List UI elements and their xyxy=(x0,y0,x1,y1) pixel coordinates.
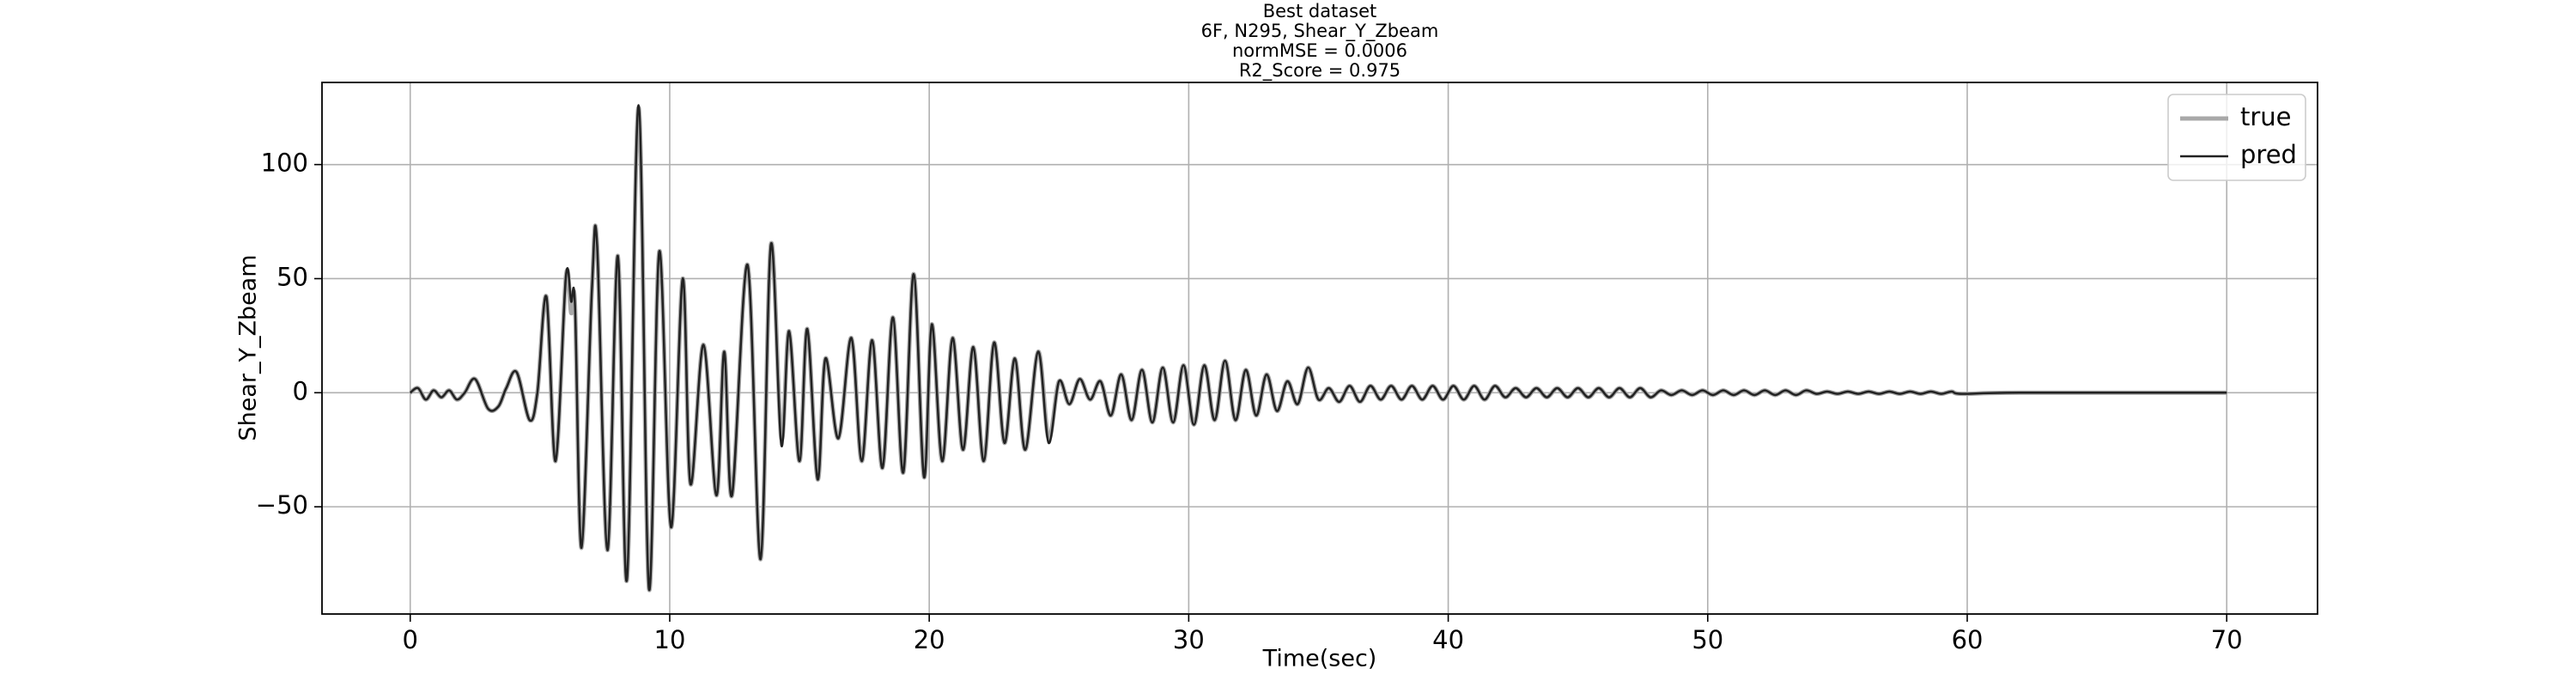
series-line xyxy=(409,105,2227,593)
x-tick-label: 60 xyxy=(1952,625,1984,654)
title-line: Best dataset xyxy=(1263,1,1377,21)
title-line: R2_Score = 0.975 xyxy=(1239,60,1400,82)
legend-box xyxy=(2167,94,2306,181)
x-axis-label: Time(sec) xyxy=(1262,646,1377,672)
y-tick-label: 0 xyxy=(293,376,308,405)
legend-label: true xyxy=(2240,102,2292,131)
title-line: 6F, N295, Shear_Y_Zbeam xyxy=(1201,21,1439,42)
series-line xyxy=(409,104,2227,592)
x-tick-label: 10 xyxy=(654,625,686,654)
x-tick-label: 30 xyxy=(1173,625,1205,654)
x-tick-label: 0 xyxy=(403,625,418,654)
title-line: normMSE = 0.0006 xyxy=(1232,40,1407,61)
y-tick-label: −50 xyxy=(256,490,308,520)
x-tick-label: 50 xyxy=(1692,625,1723,654)
legend-label: pred xyxy=(2240,140,2297,169)
plot-frame xyxy=(321,82,2318,615)
y-axis-label: Shear_Y_Zbeam xyxy=(235,254,262,441)
x-tick-label: 20 xyxy=(914,625,945,654)
x-tick-label: 40 xyxy=(1432,625,1464,654)
y-tick-label: 50 xyxy=(276,262,308,291)
x-tick-label: 70 xyxy=(2211,625,2243,654)
y-tick-label: 100 xyxy=(261,149,308,178)
